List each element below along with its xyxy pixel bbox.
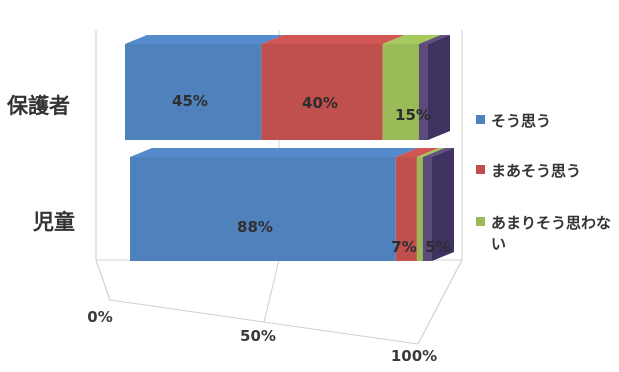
x-tick-label: 50% — [240, 327, 276, 345]
bar-end-face — [428, 35, 450, 140]
bar-segment-top — [261, 35, 405, 44]
legend-swatch — [476, 115, 485, 124]
bar-segment-top — [422, 148, 454, 157]
legend-label: まあそう思う — [491, 162, 581, 180]
legend-label: あまりそう思わない — [491, 214, 611, 253]
bar-segment-top — [395, 148, 439, 157]
bar-segment — [130, 157, 396, 261]
chart-labels: 0% 50% 100% 保護者 45% 40% 15% 児童 88% 7% 5% — [6, 92, 451, 365]
data-label: 45% — [172, 92, 208, 110]
bar-segment-top — [125, 35, 284, 44]
bar-segment-top — [130, 148, 418, 157]
legend-swatch — [476, 217, 485, 226]
legend-label-line: あまりそう思わな — [491, 214, 611, 232]
bar-segment — [125, 44, 262, 140]
bar-segment — [395, 157, 417, 261]
legend-label-line: い — [491, 235, 506, 253]
data-label: 15% — [395, 106, 431, 124]
bar-segment-top — [418, 35, 450, 44]
category-label: 保護者 — [6, 94, 70, 118]
data-label: 88% — [237, 218, 273, 236]
chart-bars — [125, 35, 454, 261]
legend-swatch — [476, 165, 485, 174]
x-tick-label: 100% — [391, 347, 437, 365]
data-label: 7% — [391, 238, 416, 256]
bar-segment — [261, 44, 383, 140]
bar-end-face — [432, 148, 454, 261]
x-tick-label: 0% — [87, 308, 112, 326]
legend-label: そう思う — [491, 112, 551, 130]
floor-gridline — [417, 259, 463, 345]
floor-gridline — [95, 259, 111, 301]
data-label: 40% — [302, 94, 338, 112]
bar-segment — [422, 157, 432, 261]
data-label: 5% — [425, 238, 450, 256]
bar-segment — [418, 44, 428, 140]
category-label: 児童 — [32, 210, 75, 234]
floor-gridline — [263, 259, 280, 323]
